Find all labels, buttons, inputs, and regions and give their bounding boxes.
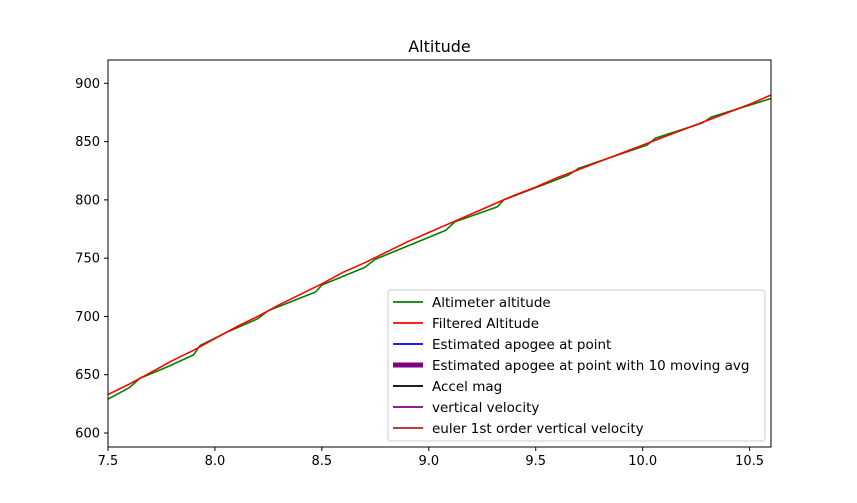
legend-label-6: euler 1st order vertical velocity	[432, 421, 644, 437]
series-layer	[108, 94, 771, 400]
series-line-1	[108, 94, 771, 396]
y-tick-label: 600	[75, 427, 100, 442]
x-tick-label: 10.0	[628, 454, 657, 469]
legend-label-4: Accel mag	[432, 379, 502, 395]
x-tick-label: 8.0	[205, 454, 226, 469]
x-axis: 7.5 8.0 8.5 9.0 9.5 10.0 10.5	[98, 447, 764, 469]
series-line-0	[108, 97, 771, 400]
legend-label-1: Filtered Altitude	[432, 316, 539, 332]
y-tick-label: 650	[75, 368, 100, 383]
y-tick-label: 850	[75, 135, 100, 150]
y-tick-label: 700	[75, 310, 100, 325]
x-tick-label: 7.5	[98, 454, 119, 469]
x-tick-label: 9.0	[418, 454, 439, 469]
legend-label-5: vertical velocity	[432, 400, 539, 416]
legend-box	[387, 289, 766, 442]
plot-frame	[107, 59, 772, 448]
legend-label-2: Estimated apogee at point	[432, 337, 611, 353]
y-tick-label: 750	[75, 252, 100, 267]
x-tick-label: 10.5	[735, 454, 764, 469]
legend: Altimeter altitude Filtered Altitude Estim…	[387, 289, 766, 442]
chart-title: Altitude	[408, 37, 471, 56]
y-tick-label: 900	[75, 77, 100, 92]
y-tick-label: 800	[75, 193, 100, 208]
x-tick-label: 9.5	[525, 454, 546, 469]
legend-label-0: Altimeter altitude	[432, 295, 551, 311]
legend-label-3: Estimated apogee at point with 10 moving…	[432, 358, 749, 374]
y-axis: 600 650 700 750 800 850 900	[75, 77, 108, 442]
x-tick-label: 8.5	[312, 454, 333, 469]
